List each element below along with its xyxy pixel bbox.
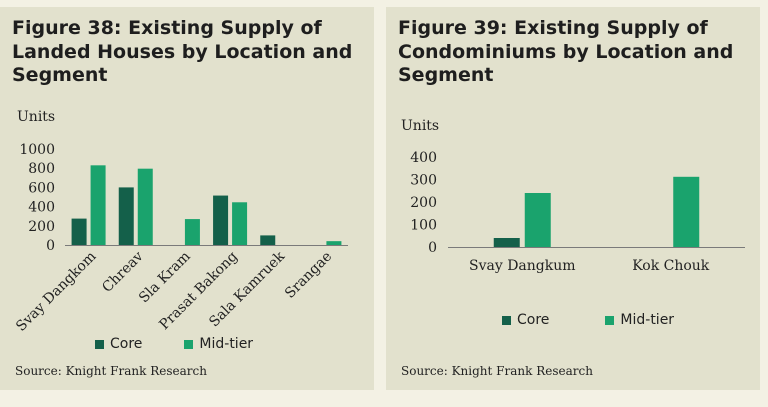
bar-mid-tier <box>184 219 200 245</box>
bar-core <box>71 218 87 245</box>
legend-item-core: Core <box>502 312 549 328</box>
x-category-label: Svay Dangkom <box>13 249 99 335</box>
figure-39-title: Figure 39: Existing Supply of Condominiu… <box>398 17 734 86</box>
y-tick-label: 600 <box>28 180 55 196</box>
y-tick-label: 100 <box>410 218 437 234</box>
landed-houses-legend: Core Mid-tier <box>95 336 253 352</box>
condominiums-chart: Units 0 100 200 300 400 Svay Dangkum Kok Chouk <box>401 118 745 274</box>
y-tick-label: 1000 <box>19 142 55 158</box>
y-axis-title: Units <box>17 109 55 125</box>
y-tick-label: 400 <box>28 200 55 216</box>
bar-core <box>493 238 520 247</box>
x-category-label: Srangae <box>282 249 335 302</box>
x-category-label: Chreav <box>99 248 146 295</box>
landed-houses-chart: Units 0 200 400 600 800 1000 Svay Dangkom Chreav… <box>13 109 348 335</box>
legend-label-mid-tier: Mid-tier <box>199 336 254 352</box>
legend-item-mid-tier: Mid-tier <box>605 312 674 328</box>
legend-item-core: Core <box>95 336 142 352</box>
bar-core <box>260 235 276 245</box>
figure-38-source: Source: Knight Frank Research <box>15 364 207 378</box>
legend-label-core: Core <box>517 312 550 328</box>
legend-swatch-mid-tier <box>605 315 615 325</box>
bar-mid-tier <box>524 193 551 247</box>
figure-38-title: Figure 38: Existing Supply of Landed Hou… <box>12 17 353 86</box>
x-category-label: Kok Chouk <box>632 258 710 274</box>
y-tick-label: 400 <box>410 150 437 166</box>
legend-swatch-mid-tier <box>184 339 194 349</box>
y-axis-title: Units <box>401 118 439 134</box>
y-tick-label: 200 <box>410 195 437 211</box>
bar-mid-tier <box>326 241 342 245</box>
figure-39-panel: Figure 39: Existing Supply of Condominiu… <box>386 7 760 390</box>
legend-swatch-core <box>95 339 104 349</box>
figure-38-panel: Figure 38: Existing Supply of Landed Hou… <box>0 7 374 390</box>
y-tick-label: 800 <box>28 161 55 177</box>
y-tick-label: 0 <box>428 240 437 256</box>
bar-mid-tier <box>137 168 153 245</box>
legend-label-core: Core <box>110 336 143 352</box>
y-tick-label: 0 <box>46 238 55 254</box>
bar-mid-tier <box>673 176 700 247</box>
bar-mid-tier <box>90 165 106 245</box>
legend-item-mid-tier: Mid-tier <box>184 336 253 352</box>
bar-mid-tier <box>232 202 248 245</box>
y-tick-label: 200 <box>28 219 55 235</box>
bar-core <box>213 195 229 245</box>
condominiums-legend: Core Mid-tier <box>502 312 674 328</box>
bar-core <box>118 187 134 245</box>
figure-39-source: Source: Knight Frank Research <box>401 364 593 378</box>
y-tick-label: 300 <box>410 173 437 189</box>
legend-swatch-core <box>502 315 511 325</box>
legend-label-mid-tier: Mid-tier <box>620 312 675 328</box>
x-category-label: Svay Dangkum <box>469 258 576 274</box>
